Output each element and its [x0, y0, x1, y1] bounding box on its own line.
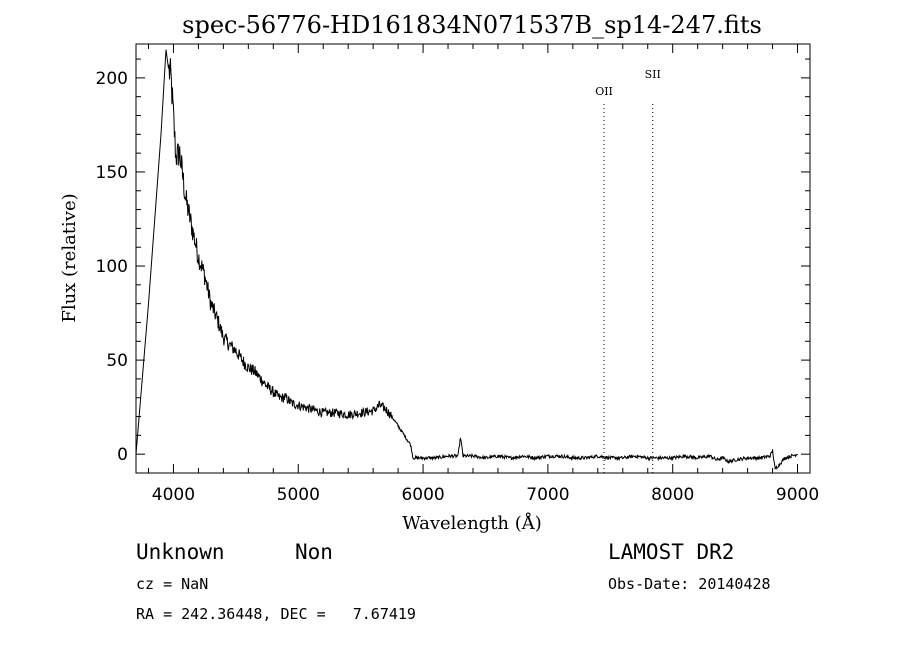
y-tick-label: 50 [106, 351, 128, 371]
x-tick-label: 4000 [152, 485, 195, 505]
chart-title: spec-56776-HD161834N071537B_sp14-247.fit… [182, 11, 762, 39]
spectrum-chart: spec-56776-HD161834N071537B_sp14-247.fit… [59, 11, 819, 534]
x-tick-label: 8000 [651, 485, 694, 505]
emission-line-label: SII [645, 68, 661, 81]
object-class: Unknown [136, 540, 225, 564]
coordinates: RA = 242.36448, DEC = 7.67419 [136, 605, 416, 623]
x-axis-label: Wavelength (Å) [402, 512, 542, 534]
redshift-cz: cz = NaN [136, 575, 209, 593]
plot-border [135, 43, 811, 474]
plot-frame [135, 43, 811, 474]
x-axis: 4000 5000 6000 7000 8000 9000 [147, 44, 819, 505]
y-axis-label: Flux (relative) [59, 193, 80, 322]
x-tick-label: 7000 [526, 485, 569, 505]
series-layer [135, 49, 798, 471]
emission-line-markers: OII SII [595, 68, 661, 473]
spectrum-line [135, 49, 798, 471]
y-tick-label: 100 [96, 257, 128, 277]
object-subclass: Non [295, 540, 333, 564]
y-axis: 0 50 100 150 200 [96, 58, 810, 474]
obs-date: Obs-Date: 20140428 [608, 575, 771, 593]
x-tick-label: 6000 [401, 485, 444, 505]
survey-name: LAMOST DR2 [608, 540, 735, 564]
y-tick-label: 0 [117, 445, 128, 465]
x-tick-label: 9000 [776, 485, 819, 505]
x-tick-label: 5000 [277, 485, 320, 505]
emission-line-label: OII [595, 85, 613, 98]
y-tick-label: 150 [96, 163, 128, 183]
y-tick-label: 200 [96, 69, 128, 89]
